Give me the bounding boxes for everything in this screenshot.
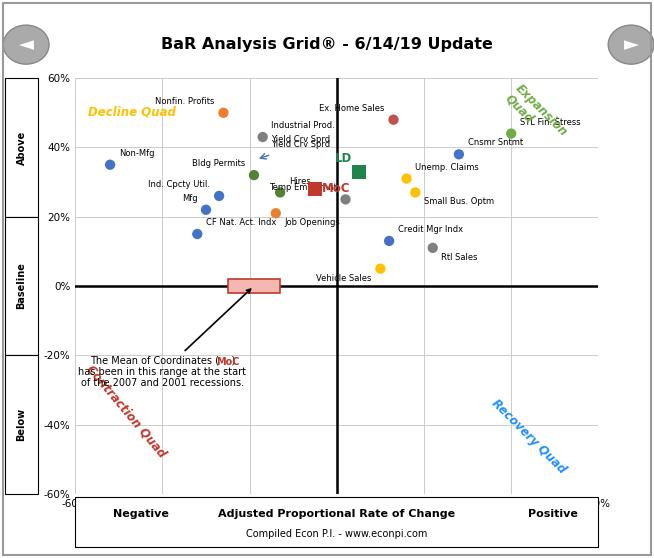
- Text: Credit Mgr Indx: Credit Mgr Indx: [398, 225, 463, 234]
- Point: [258, 133, 268, 142]
- Text: STL Fin. Stress: STL Fin. Stress: [520, 118, 581, 127]
- Text: Non-Mfg: Non-Mfg: [119, 149, 154, 158]
- Point: [271, 209, 281, 218]
- Text: ◄: ◄: [19, 35, 33, 54]
- Point: [218, 108, 229, 117]
- Point: [310, 185, 320, 194]
- Text: MoC: MoC: [322, 182, 350, 195]
- Text: Ind. Cpcty Util.: Ind. Cpcty Util.: [148, 180, 211, 189]
- Text: Compiled Econ P.I. - www.econpi.com: Compiled Econ P.I. - www.econpi.com: [246, 530, 428, 539]
- Point: [454, 150, 464, 159]
- Point: [353, 167, 364, 176]
- Text: Above: Above: [16, 130, 27, 165]
- Bar: [228, 279, 280, 293]
- Text: Mfg: Mfg: [182, 194, 198, 203]
- Point: [340, 195, 351, 204]
- Text: Temp Emplymnt: Temp Emplymnt: [269, 184, 337, 193]
- Text: LD: LD: [335, 152, 352, 165]
- Text: Ex. Home Sales: Ex. Home Sales: [319, 104, 385, 113]
- Text: BaR Analysis Grid® - 6/14/19 Update: BaR Analysis Grid® - 6/14/19 Update: [161, 37, 493, 52]
- Text: Recovery Quad: Recovery Quad: [489, 397, 569, 476]
- Text: MoC: MoC: [216, 357, 239, 367]
- Text: Adjusted Proportional Rate of Change: Adjusted Proportional Rate of Change: [218, 509, 455, 519]
- Text: Hires: Hires: [289, 176, 311, 185]
- Text: Unemp. Claims: Unemp. Claims: [415, 162, 479, 172]
- Text: The Mean of Coordinates (    )
has been in this range at the start
of the 2007 a: The Mean of Coordinates ( ) has been in …: [78, 289, 250, 388]
- Text: Job Openings: Job Openings: [284, 218, 340, 227]
- Text: Vehicle Sales: Vehicle Sales: [317, 273, 371, 282]
- Point: [375, 264, 386, 273]
- Point: [410, 188, 421, 197]
- Text: Positive: Positive: [528, 509, 577, 519]
- Text: Yield Crv Sprd: Yield Crv Sprd: [271, 135, 330, 144]
- Point: [214, 191, 224, 200]
- Point: [192, 229, 203, 238]
- Point: [384, 237, 394, 246]
- Text: Rtl Sales: Rtl Sales: [441, 253, 478, 262]
- Point: [402, 174, 412, 183]
- Text: Decline Quad: Decline Quad: [88, 106, 176, 119]
- Text: Negative: Negative: [112, 509, 169, 519]
- Text: Cnsmr Sntmt: Cnsmr Sntmt: [468, 138, 523, 147]
- Text: Bldg Permits: Bldg Permits: [192, 159, 245, 168]
- Point: [201, 205, 211, 214]
- Text: Contraction Quad: Contraction Quad: [84, 362, 169, 460]
- Text: Industrial Prod.: Industrial Prod.: [271, 121, 335, 130]
- Text: Baseline: Baseline: [16, 262, 27, 310]
- Point: [275, 188, 285, 197]
- Point: [105, 160, 115, 169]
- Point: [249, 171, 259, 180]
- Text: Small Bus. Optm: Small Bus. Optm: [424, 198, 494, 206]
- Text: Below: Below: [16, 408, 27, 441]
- Text: Expansion
Quad: Expansion Quad: [502, 81, 570, 150]
- Text: CF Nat. Act. Indx: CF Nat. Act. Indx: [206, 218, 277, 227]
- Text: Nonfin. Profits: Nonfin. Profits: [156, 97, 215, 106]
- Text: Yield Crv Sprd: Yield Crv Sprd: [271, 140, 330, 149]
- Point: [388, 116, 399, 124]
- Point: [506, 129, 517, 138]
- Text: ►: ►: [624, 35, 638, 54]
- Point: [428, 243, 438, 252]
